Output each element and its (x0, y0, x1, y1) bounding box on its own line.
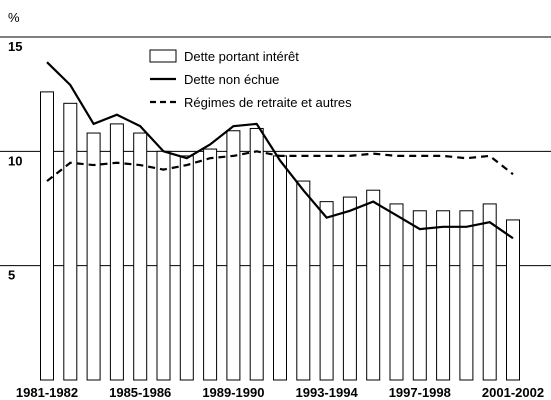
bar (249, 127, 264, 381)
legend-label: Régimes de retraite et autres (184, 95, 352, 110)
bar (63, 102, 78, 381)
x-tick-label: 1997-1998 (389, 385, 451, 400)
bar (412, 210, 427, 381)
y-axis-label: % (8, 10, 20, 25)
bar (273, 155, 287, 381)
bar (203, 148, 218, 381)
bar (109, 123, 124, 381)
x-tick-label: 1985-1986 (109, 385, 171, 400)
bar (133, 132, 148, 381)
x-tick-label: 1989-1990 (202, 385, 264, 400)
x-tick-label: 2001-2002 (482, 385, 544, 400)
x-tick-label: 1993-1994 (296, 385, 359, 400)
bar (86, 132, 101, 381)
bar (40, 91, 54, 381)
bar (482, 203, 497, 381)
bar (226, 130, 241, 381)
y-tick-label: 10 (8, 153, 22, 168)
bar (459, 210, 474, 381)
bar (156, 150, 171, 381)
bar (436, 210, 451, 381)
bar (319, 201, 334, 381)
legend-label: Dette non échue (184, 72, 279, 87)
bar (389, 203, 404, 381)
legend-label: Dette portant intérêt (184, 49, 299, 64)
bar (342, 196, 357, 381)
line (46, 61, 514, 240)
bar (506, 219, 520, 381)
bar (179, 155, 194, 381)
line (46, 150, 514, 182)
y-tick-label: 15 (8, 39, 22, 54)
bar (296, 180, 311, 381)
legend-swatch (149, 49, 177, 63)
y-tick-label: 5 (8, 268, 15, 283)
x-tick-label: 1981-1982 (16, 385, 78, 400)
bar (366, 189, 381, 381)
